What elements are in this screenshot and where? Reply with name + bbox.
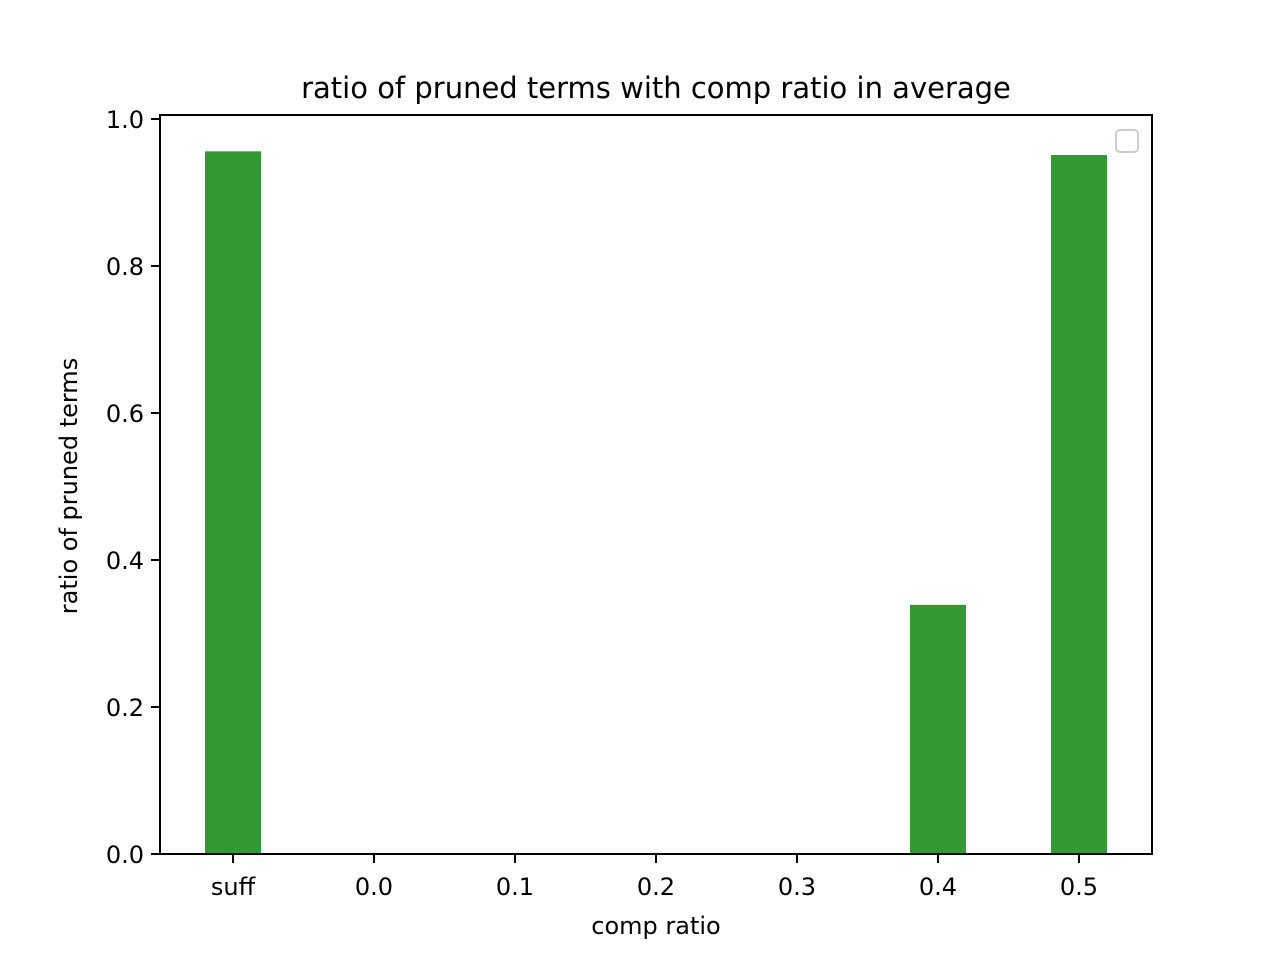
y-tick-label-0.4: 0.4 xyxy=(106,547,144,575)
x-tick-label-0.5: 0.5 xyxy=(1060,873,1098,901)
x-tick-label-0.2: 0.2 xyxy=(637,873,675,901)
y-tick-label-0.2: 0.2 xyxy=(106,694,144,722)
x-tick-label-0.0: 0.0 xyxy=(355,873,393,901)
x-tick-label-suff: suff xyxy=(211,873,256,901)
plot-frame xyxy=(159,114,1153,855)
bar-0.5 xyxy=(1051,155,1107,854)
y-axis-title: ratio of pruned terms xyxy=(55,358,83,614)
legend-box xyxy=(1115,129,1139,153)
y-tick-label-0.6: 0.6 xyxy=(106,400,144,428)
x-tick-label-0.3: 0.3 xyxy=(778,873,816,901)
x-axis-title: comp ratio xyxy=(591,912,720,940)
bar-suff xyxy=(205,151,261,855)
bars-group xyxy=(205,151,1107,855)
y-tick-label-0.0: 0.0 xyxy=(106,841,144,869)
y-axis: 0.0 0.2 0.4 0.6 0.8 1.0 xyxy=(106,106,160,869)
chart-title: ratio of pruned terms with comp ratio in… xyxy=(301,71,1011,105)
bar-0.4 xyxy=(910,604,966,854)
x-tick-label-0.4: 0.4 xyxy=(919,873,957,901)
x-tick-label-0.1: 0.1 xyxy=(496,873,534,901)
x-axis: suff 0.0 0.1 0.2 0.3 0.4 0.5 xyxy=(211,854,1098,901)
y-tick-label-0.8: 0.8 xyxy=(106,253,144,281)
y-tick-label-1.0: 1.0 xyxy=(106,106,144,134)
